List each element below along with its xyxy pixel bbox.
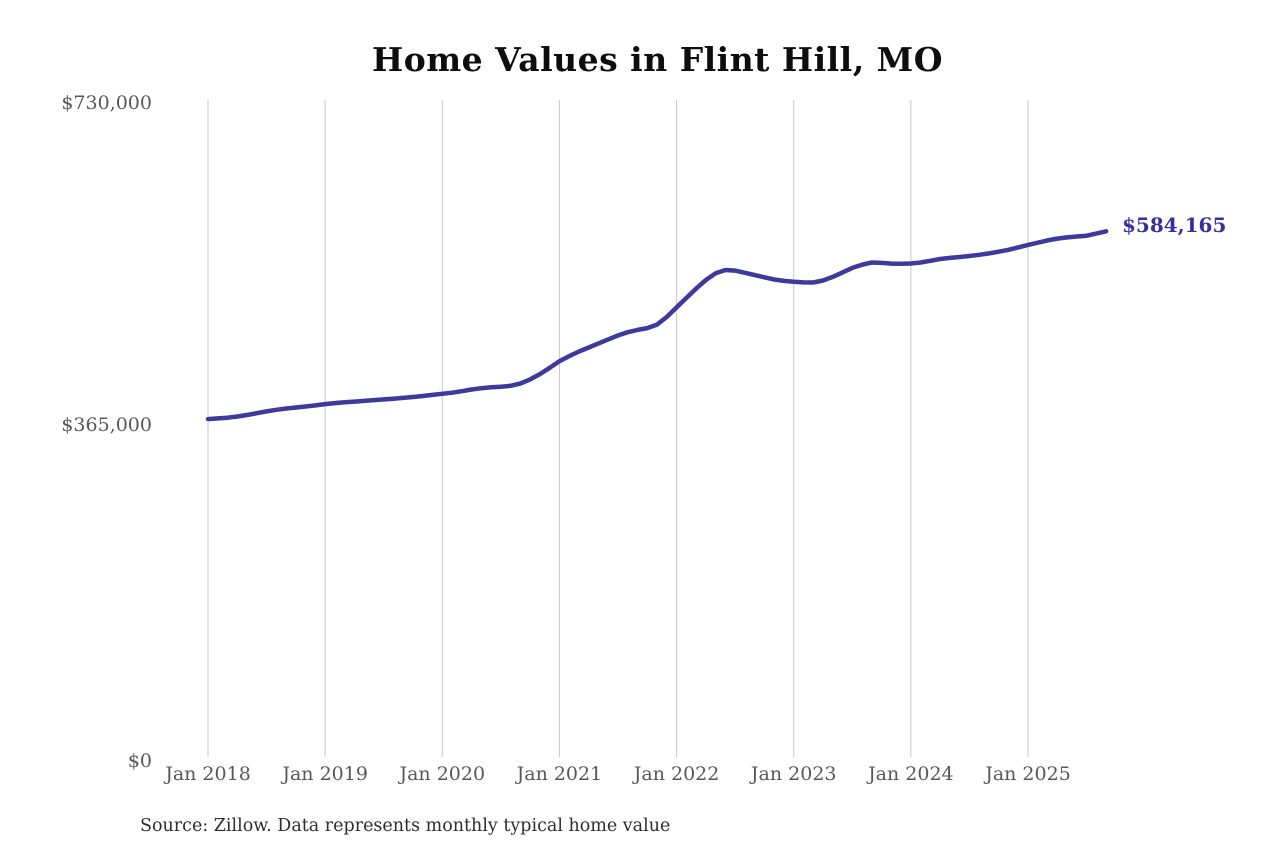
y-axis-tick-label-middle: $365,000 [61,414,152,436]
y-axis-tick-label-zero: $0 [127,750,152,772]
home-value-series-line [205,229,1109,422]
x-axis-tick-label: Jan 2022 [632,763,720,785]
chart-title: Home Values in Flint Hill, MO [372,40,943,79]
x-axis-tick-label: Jan 2023 [749,763,837,785]
latest-value-label: $584,165 [1122,213,1227,237]
x-axis-tick-label: Jan 2019 [280,763,368,785]
source-note: Source: Zillow. Data represents monthly … [140,816,671,836]
x-axis-tick-label: Jan 2018 [163,763,251,785]
x-axis-tick-label: Jan 2021 [515,763,603,785]
x-axis-tick-label: Jan 2025 [983,763,1071,785]
x-axis-tick-label: Jan 2024 [866,763,954,785]
x-axis-tick-label: Jan 2020 [397,763,485,785]
y-axis-tick-label-top: $730,000 [61,92,152,114]
